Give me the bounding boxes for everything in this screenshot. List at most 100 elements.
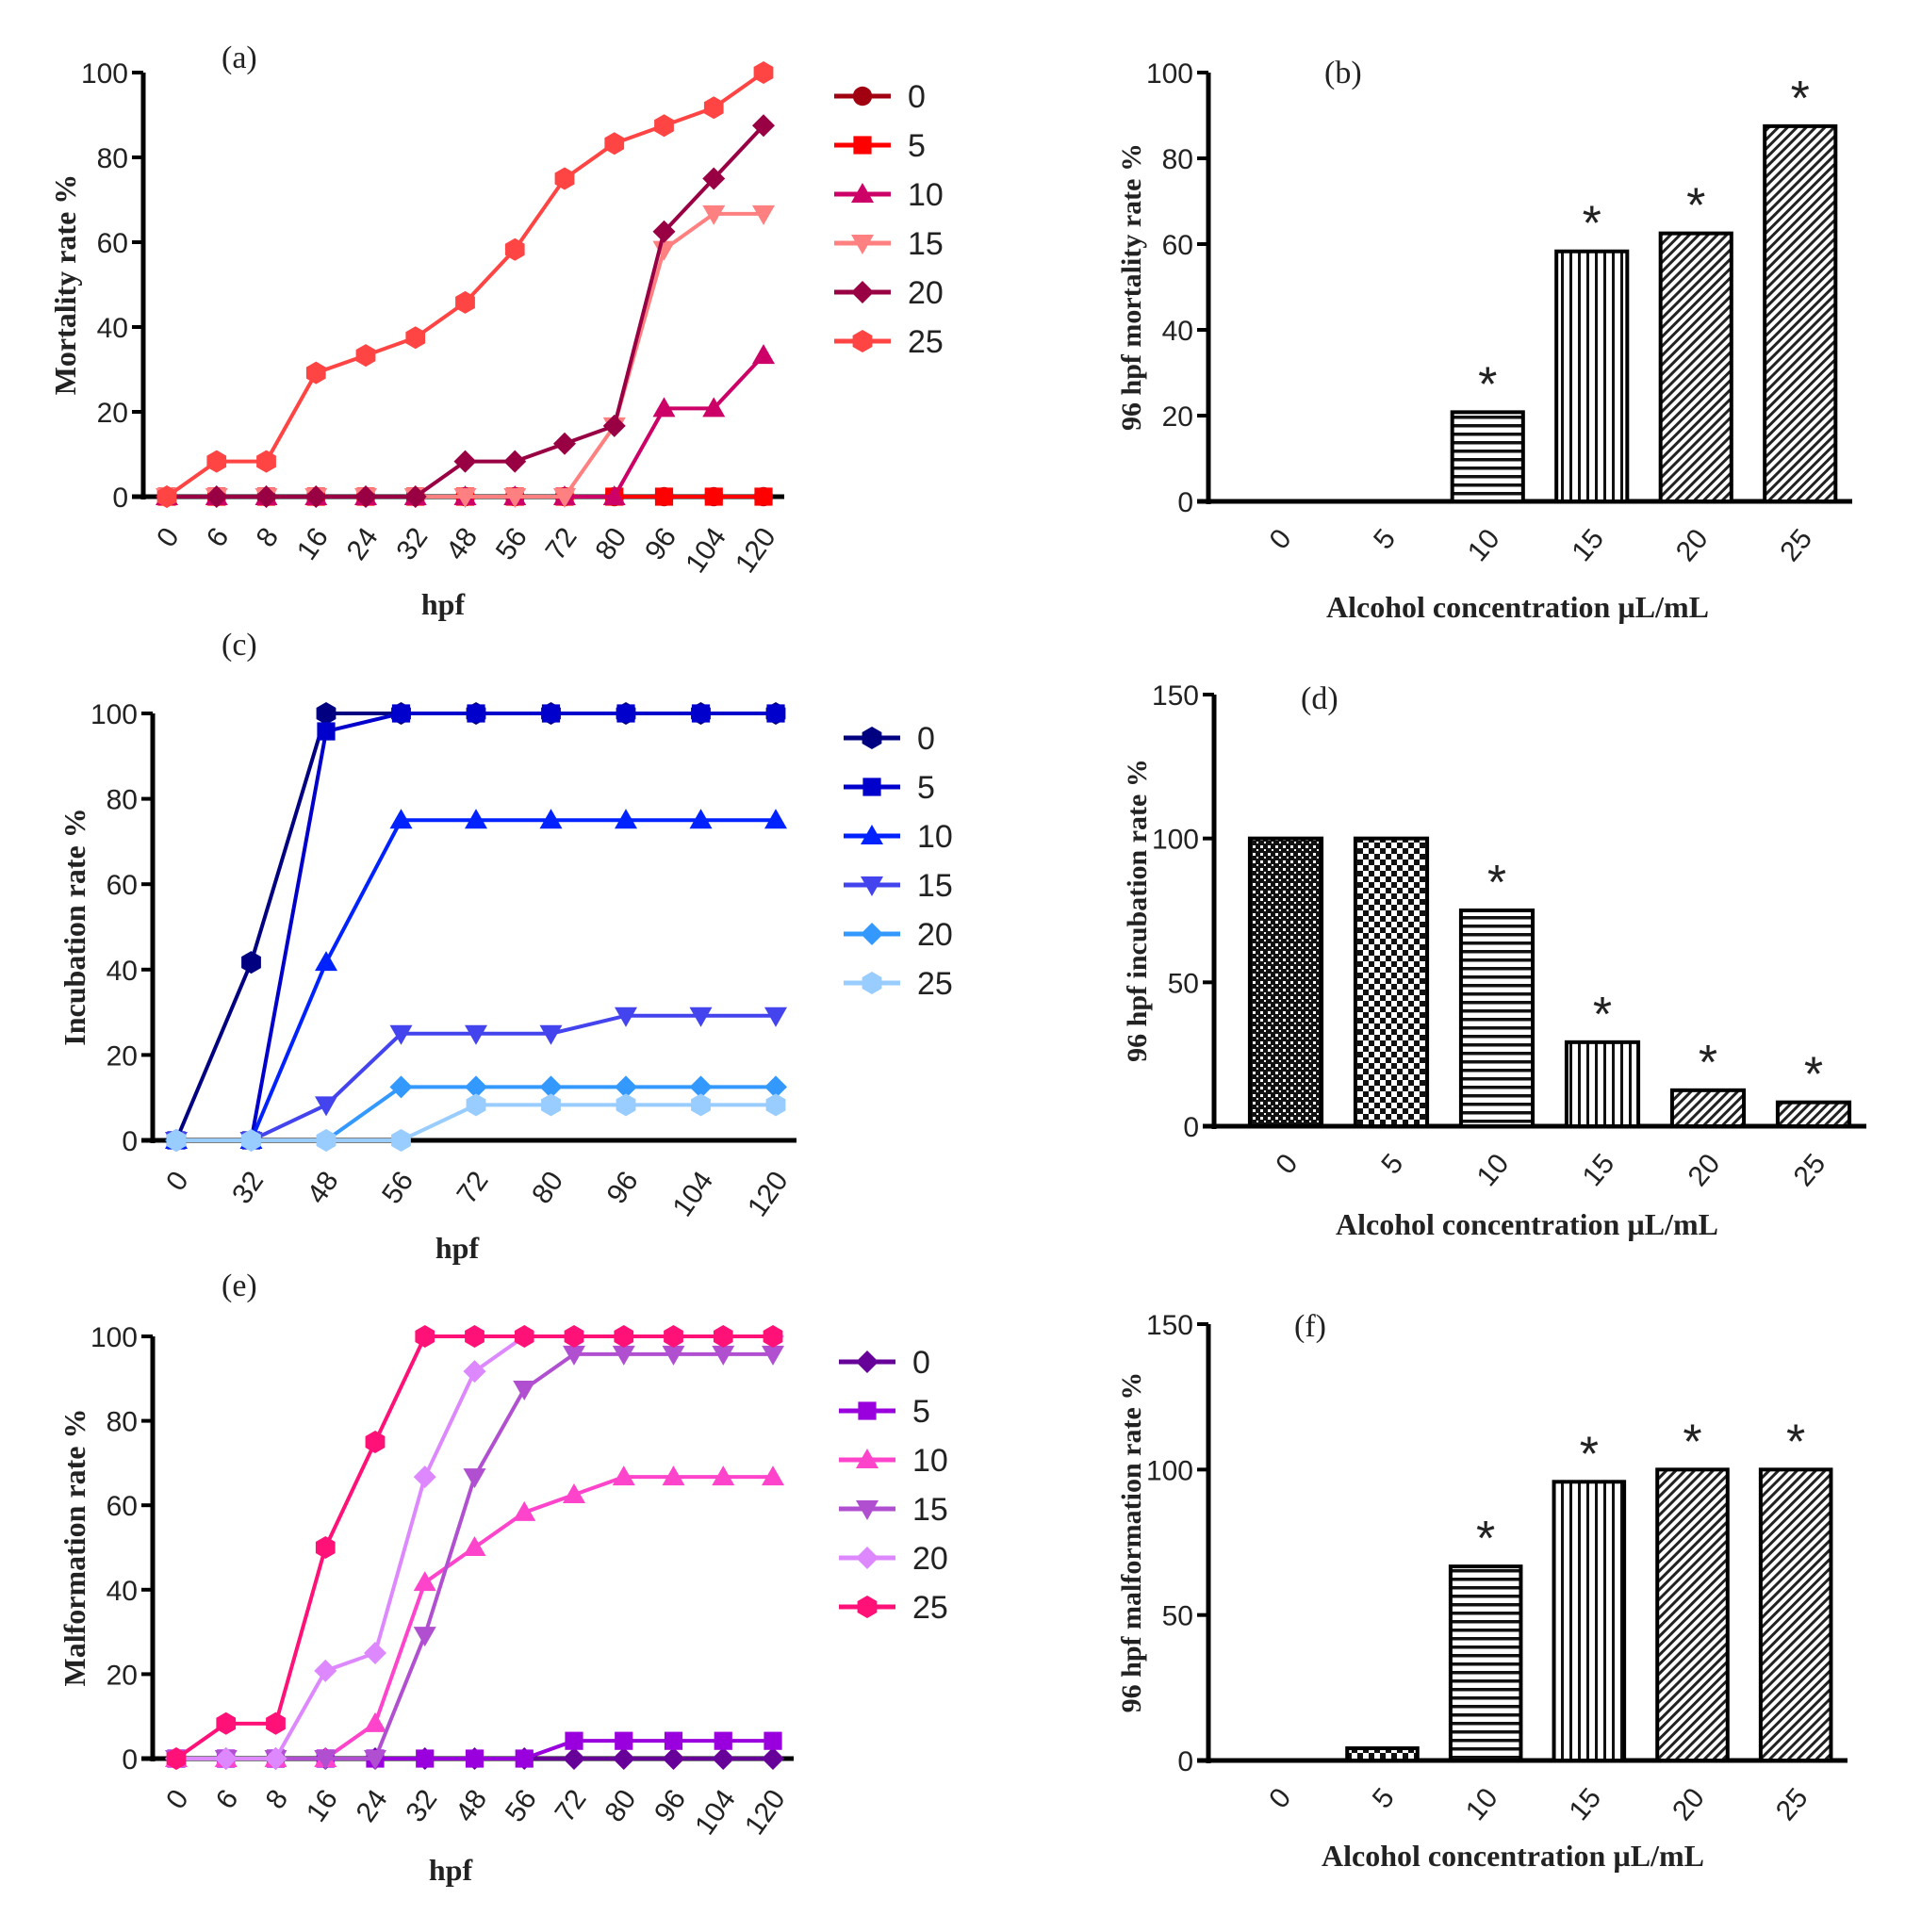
x-tick-label: 20 <box>1667 1782 1711 1826</box>
data-point <box>615 1007 637 1027</box>
data-point <box>563 1483 585 1503</box>
y-axis-label: 96 hpf malformation rate % <box>1116 1372 1147 1713</box>
data-point <box>614 1325 634 1348</box>
data-point <box>654 487 674 506</box>
x-tick-label: 72 <box>452 1166 495 1209</box>
data-point <box>455 290 475 314</box>
data-point <box>714 1731 732 1750</box>
data-point <box>753 61 774 84</box>
significance-asterisk: * <box>1478 357 1497 412</box>
legend-marker <box>851 235 874 254</box>
x-tick-label: 48 <box>302 1166 345 1209</box>
legend-marker <box>856 1449 879 1468</box>
legend-label: 25 <box>912 1590 948 1626</box>
series-line <box>176 1351 773 1760</box>
data-point <box>304 485 328 508</box>
legend-marker <box>861 876 883 896</box>
y-tick-label: 0 <box>112 483 128 514</box>
x-tick-label: 6 <box>210 1784 245 1815</box>
legend-label: 25 <box>917 966 953 1002</box>
x-tick-label: 80 <box>526 1166 569 1209</box>
x-tick-label: 0 <box>151 522 186 553</box>
legend-marker <box>853 136 872 155</box>
bar <box>1345 1746 1420 1763</box>
y-axis-label: Malformation rate % <box>57 1408 91 1686</box>
data-point <box>364 1711 386 1732</box>
y-tick-label: 0 <box>1183 1112 1199 1143</box>
data-point <box>602 414 626 437</box>
legend-label: 10 <box>908 177 944 213</box>
data-point <box>515 1749 534 1768</box>
x-axis-label: Alcohol concentration µL/mL <box>1322 1839 1704 1873</box>
legend-label: 5 <box>908 128 926 164</box>
data-point <box>702 167 726 190</box>
y-tick-label: 80 <box>1162 144 1193 175</box>
data-point <box>689 1075 713 1099</box>
bar <box>1552 1480 1627 1763</box>
x-tick-label: 48 <box>450 1784 493 1827</box>
y-tick-label: 100 <box>90 699 138 730</box>
x-tick-label: 24 <box>351 1784 394 1827</box>
legend-label: 5 <box>912 1394 930 1430</box>
x-tick-label: 80 <box>599 1784 642 1827</box>
legend-item: 5 <box>844 770 935 806</box>
data-point <box>389 809 413 829</box>
data-point <box>156 485 177 508</box>
data-point <box>453 488 477 508</box>
data-point <box>513 1381 536 1400</box>
data-point <box>541 704 561 723</box>
panel-label: (a) <box>222 41 257 75</box>
bar <box>1450 410 1525 503</box>
significance-asterisk: * <box>1804 1048 1823 1103</box>
x-tick-label: 56 <box>500 1784 543 1827</box>
legend-marker <box>857 1596 878 1618</box>
data-point <box>612 1345 635 1366</box>
x-tick-label: 72 <box>550 1784 593 1827</box>
x-tick-label: 0 <box>1264 523 1298 555</box>
legend-marker <box>856 1547 879 1569</box>
legend-marker <box>851 281 874 303</box>
x-tick-label: 96 <box>649 1784 692 1827</box>
data-point <box>241 951 261 974</box>
legend-item: 0 <box>844 721 935 757</box>
legend-label: 20 <box>912 1541 948 1577</box>
data-point <box>314 1659 337 1682</box>
data-point <box>616 704 635 723</box>
data-point <box>206 450 227 473</box>
significance-asterisk: * <box>1580 1427 1599 1482</box>
series-line <box>176 1475 773 1760</box>
x-axis-label: hpf <box>429 1853 473 1887</box>
data-point <box>355 344 376 368</box>
legend-label: 15 <box>908 226 944 262</box>
panel-label: (d) <box>1301 681 1338 716</box>
data-point <box>354 485 377 508</box>
legend-item: 0 <box>839 1345 930 1381</box>
y-axis-label: 96 hpf incubation rate % <box>1122 759 1153 1062</box>
legend-item: 20 <box>834 275 944 311</box>
x-tick-label: 0 <box>160 1784 195 1815</box>
data-point <box>413 1571 436 1592</box>
y-tick-label: 40 <box>107 1576 138 1607</box>
data-point <box>314 1750 337 1770</box>
y-tick-label: 100 <box>1146 58 1193 90</box>
y-tick-label: 0 <box>122 1744 138 1776</box>
data-point <box>316 1129 337 1152</box>
data-point <box>691 1093 711 1117</box>
legend-marker <box>862 727 882 749</box>
legend-item: 20 <box>839 1541 948 1577</box>
x-tick-label: 56 <box>490 522 534 565</box>
data-point <box>467 704 485 723</box>
bar <box>1458 909 1535 1128</box>
x-axis-label: hpf <box>435 1231 480 1265</box>
x-tick-label: 104 <box>666 1166 719 1222</box>
x-tick-label: 0 <box>1270 1148 1304 1180</box>
data-point <box>615 1075 637 1099</box>
y-axis-label: Mortality rate % <box>48 174 82 396</box>
y-tick-label: 0 <box>1177 487 1193 518</box>
x-tick-label: 16 <box>301 1784 344 1827</box>
y-tick-label: 40 <box>107 956 138 987</box>
legend-marker <box>851 183 874 203</box>
data-point <box>616 1093 636 1117</box>
